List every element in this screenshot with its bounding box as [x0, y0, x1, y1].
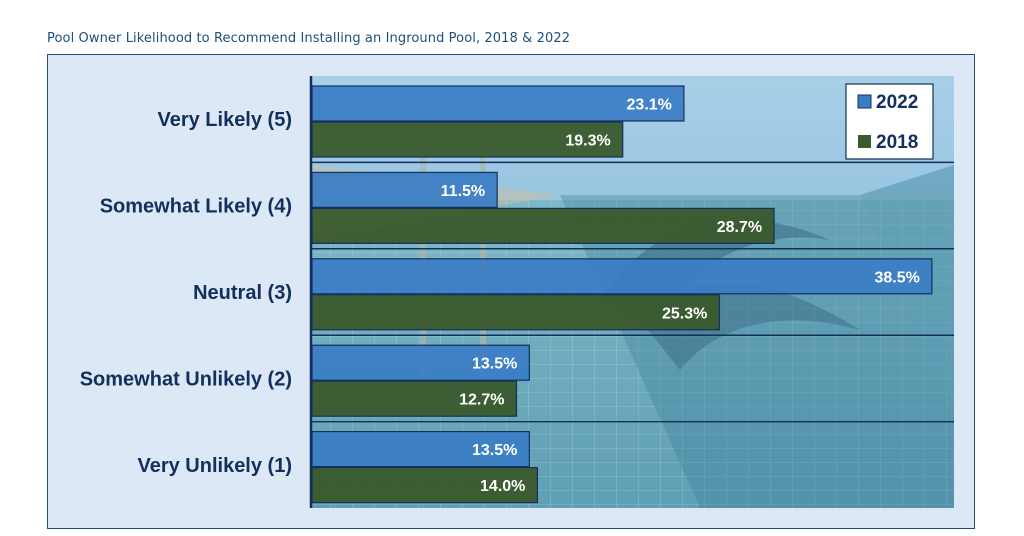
category-label-neutral-3: Neutral (3) — [193, 282, 292, 304]
legend-label-2018: 2018 — [876, 132, 918, 153]
value-label-2018-somewhat-likely-4: 28.7% — [717, 219, 762, 236]
value-label-2022-very-likely-5: 23.1% — [627, 97, 672, 114]
value-label-2018-neutral-3: 25.3% — [662, 305, 707, 322]
labels-layer: Very Likely (5) 23.1% 19.3% Somewhat Likely… — [80, 97, 920, 496]
value-label-2018-very-likely-5: 19.3% — [565, 133, 610, 150]
value-label-2018-somewhat-unlikely-2: 12.7% — [459, 392, 504, 409]
legend-swatch-2022 — [857, 94, 872, 109]
legend-swatch-2018 — [858, 135, 871, 148]
bar-2022-very-likely-5 — [311, 85, 685, 122]
bar-2018-very-unlikely-1 — [311, 467, 538, 504]
bar-2022-somewhat-likely-4 — [311, 171, 498, 208]
value-label-2022-somewhat-likely-4: 11.5% — [441, 183, 485, 200]
bar-2018-neutral-3 — [311, 294, 720, 331]
category-label-somewhat-unlikely-2: Somewhat Unlikely (2) — [80, 368, 292, 390]
value-label-2018-very-unlikely-1: 14.0% — [480, 478, 525, 495]
bar-2022-neutral-3 — [311, 258, 933, 295]
category-label-very-likely-5: Very Likely (5) — [157, 109, 292, 131]
bars-layer — [311, 85, 954, 504]
value-label-2022-somewhat-unlikely-2: 13.5% — [472, 356, 517, 373]
bar-2018-somewhat-likely-4 — [311, 207, 775, 244]
value-label-2022-neutral-3: 38.5% — [874, 269, 919, 286]
bar-2022-somewhat-unlikely-2 — [311, 344, 530, 381]
bar-2018-very-likely-5 — [311, 121, 624, 158]
legend-label-2022: 2022 — [876, 92, 918, 113]
chart-title: Pool Owner Likelihood to Recommend Insta… — [47, 31, 571, 46]
value-label-2022-very-unlikely-1: 13.5% — [472, 442, 517, 459]
bar-2022-very-unlikely-1 — [311, 431, 530, 468]
category-label-very-unlikely-1: Very Unlikely (1) — [137, 455, 292, 477]
category-label-somewhat-likely-4: Somewhat Likely (4) — [100, 196, 292, 218]
legend: 2022 2018 — [845, 83, 934, 160]
